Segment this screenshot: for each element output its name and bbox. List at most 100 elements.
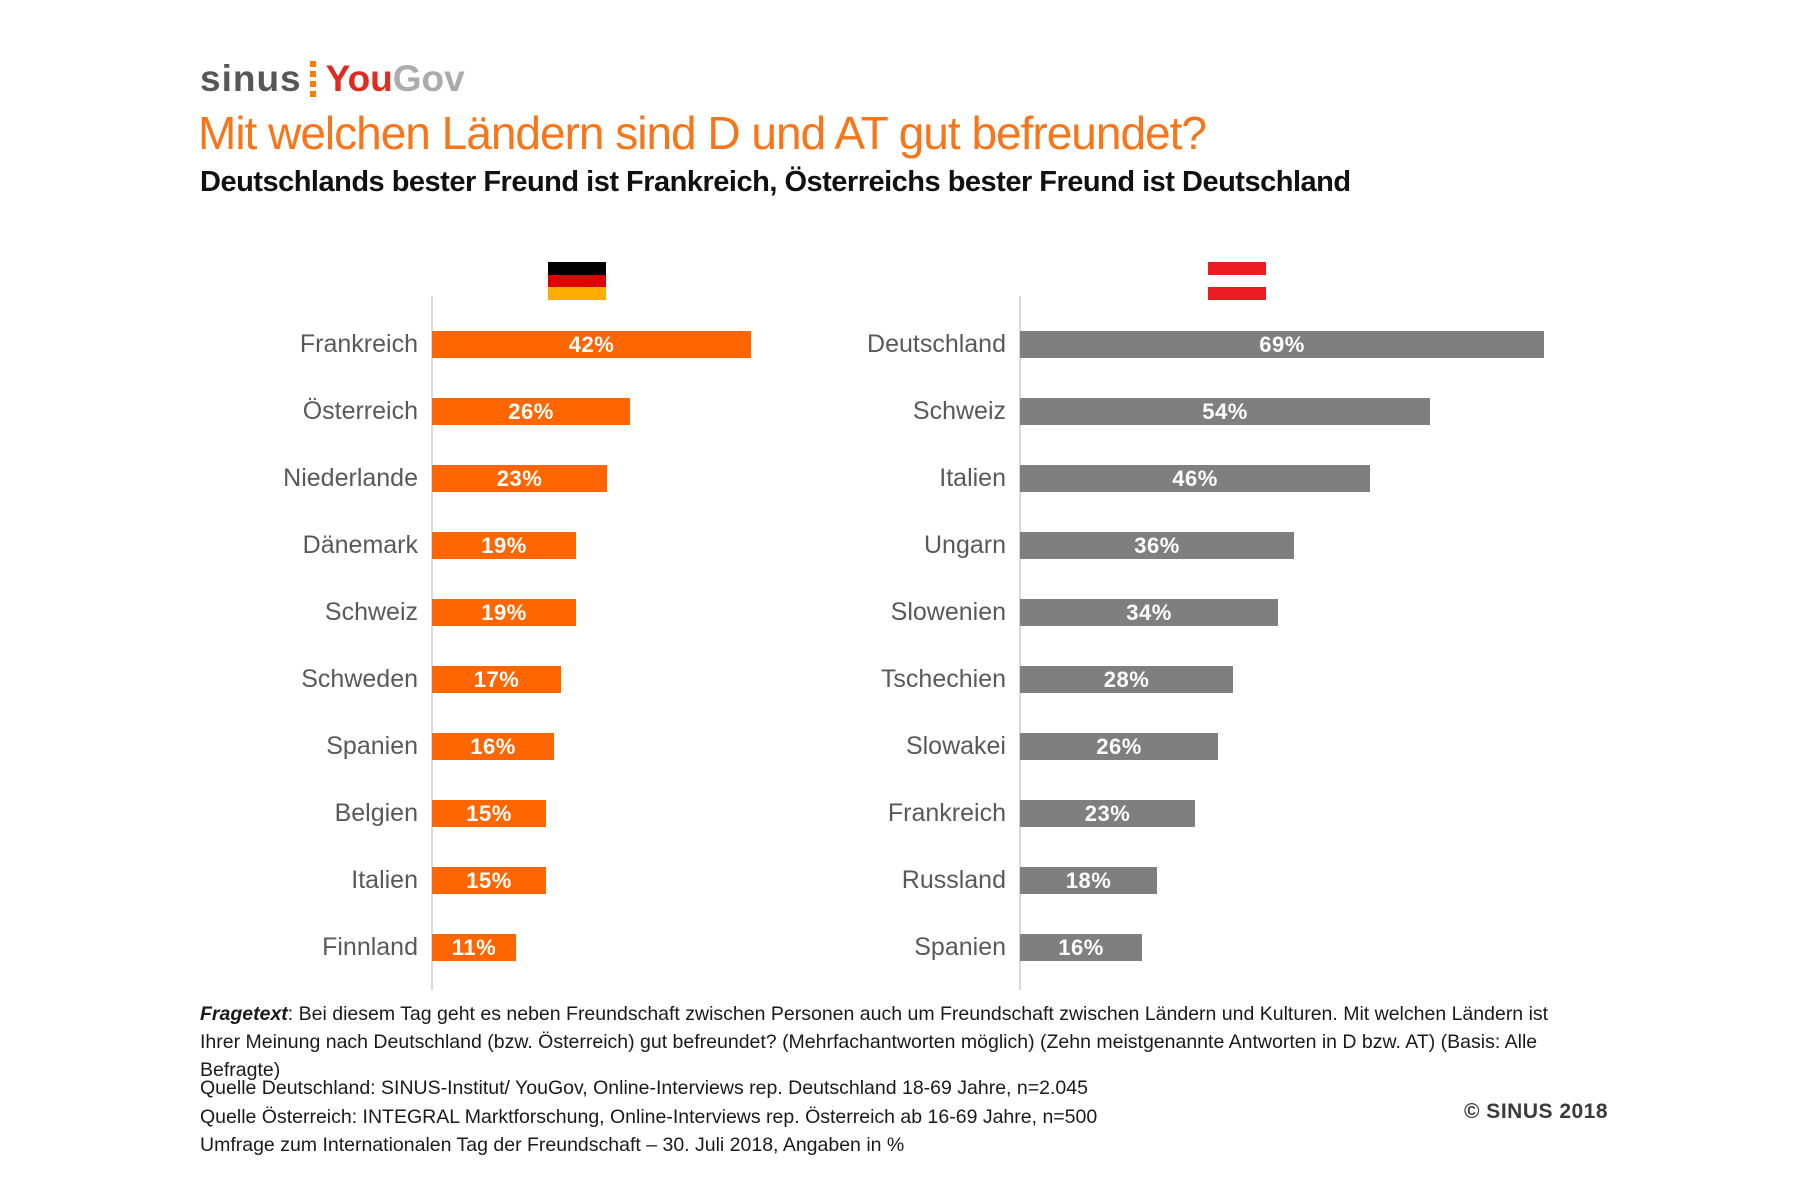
source-line-germany: Quelle Deutschland: SINUS-Institut/ YouG… [200,1077,1088,1099]
bar-value-label: 16% [470,733,516,759]
value-bar: 54% [1020,398,1430,425]
country-label: Schweiz [324,598,418,626]
bar-row: Ungarn 36% [790,512,1580,579]
bar-track: 17% [432,666,780,693]
value-bar: 28% [1020,666,1233,693]
germany-flag-icon [548,262,606,301]
austria-flag-icon [1208,262,1266,301]
country-label: Deutschland [867,330,1006,358]
bar-value-label: 19% [481,599,527,625]
bar-track: 54% [1020,398,1580,425]
country-label: Italien [351,866,418,894]
country-label: Schweiz [912,397,1006,425]
page-title: Mit welchen Ländern sind D und AT gut be… [198,107,1207,159]
value-bar: 15% [432,867,546,894]
country-label: Ungarn [924,531,1006,559]
value-bar: 11% [432,934,516,961]
bar-row: Frankreich 42% [200,311,780,378]
question-text-body: : Bei diesem Tag geht es neben Freundsch… [200,1003,1549,1081]
bar-track: 36% [1020,532,1580,559]
bar-value-label: 26% [1096,733,1142,759]
bar-row: Slowakei 26% [790,713,1580,780]
yougov-logo-you: You [325,58,393,99]
value-bar: 18% [1020,867,1157,894]
value-bar: 19% [432,599,576,626]
value-bar: 15% [432,800,546,827]
bar-row: Spanien 16% [790,914,1580,981]
bar-track: 26% [432,398,780,425]
country-label: Österreich [302,397,418,425]
country-label: Schweden [301,665,418,693]
germany-bar-chart: Frankreich 42% Österreich 26% Niederlande 23%… [200,311,780,981]
page-subtitle: Deutschlands bester Freund ist Frankreic… [200,166,1351,198]
bar-row: Deutschland 69% [790,311,1580,378]
bar-row: Italien 15% [200,847,780,914]
bar-track: 15% [432,867,780,894]
bar-track: 46% [1020,465,1580,492]
bar-value-label: 15% [466,800,512,826]
austria-chart-axis [1019,296,1021,990]
bar-row: Niederlande 23% [200,445,780,512]
value-bar: 23% [1020,800,1195,827]
bar-value-label: 36% [1134,532,1180,558]
value-bar: 16% [1020,934,1142,961]
value-bar: 69% [1020,331,1544,358]
bar-value-label: 34% [1126,599,1172,625]
bar-track: 23% [432,465,780,492]
bar-row: Dänemark 19% [200,512,780,579]
value-bar: 26% [1020,733,1218,760]
sinus-yougov-logo: sinus You Gov [200,60,465,97]
bar-track: 11% [432,934,780,961]
bar-value-label: 17% [473,666,520,692]
country-label: Tschechien [880,665,1006,693]
bar-value-label: 19% [481,532,527,558]
country-label: Frankreich [887,799,1006,827]
country-label: Italien [939,464,1006,492]
country-label: Niederlande [283,464,418,492]
bar-value-label: 42% [568,331,615,357]
bar-track: 34% [1020,599,1580,626]
country-label: Spanien [914,933,1006,961]
country-label: Finnland [322,933,418,961]
bar-value-label: 23% [496,465,543,491]
bar-value-label: 54% [1202,398,1248,424]
value-bar: 19% [432,532,576,559]
bar-row: Österreich 26% [200,378,780,445]
bar-value-label: 28% [1103,666,1150,692]
value-bar: 46% [1020,465,1370,492]
value-bar: 16% [432,733,554,760]
bar-track: 19% [432,532,780,559]
value-bar: 23% [432,465,607,492]
bar-track: 23% [1020,800,1580,827]
bar-row: Belgien 15% [200,780,780,847]
bar-row: Frankreich 23% [790,780,1580,847]
bar-row: Russland 18% [790,847,1580,914]
bar-value-label: 26% [508,398,554,424]
bar-value-label: 11% [451,934,497,960]
bar-row: Schweiz 19% [200,579,780,646]
country-label: Slowakei [905,732,1006,760]
bar-row: Slowenien 34% [790,579,1580,646]
bar-track: 26% [1020,733,1580,760]
sinus-logo-text: sinus [200,58,302,99]
bar-track: 16% [1020,934,1580,961]
bar-row: Italien 46% [790,445,1580,512]
country-label: Russland [901,866,1006,894]
country-label: Spanien [326,732,418,760]
question-text: Fragetext: Bei diesem Tag geht es neben … [200,1000,1572,1084]
country-label: Dänemark [302,531,418,559]
copyright-notice: © SINUS 2018 [1464,1100,1609,1123]
bar-track: 28% [1020,666,1580,693]
logo-dots-icon [309,60,316,97]
country-label: Belgien [334,799,418,827]
source-notes: Quelle Deutschland: SINUS-Institut/ YouG… [200,1074,1400,1160]
value-bar: 34% [1020,599,1278,626]
country-label: Slowenien [890,598,1006,626]
bar-row: Schweden 17% [200,646,780,713]
germany-chart-axis [431,296,433,990]
value-bar: 17% [432,666,561,693]
bar-track: 16% [432,733,780,760]
value-bar: 36% [1020,532,1294,559]
bar-row: Schweiz 54% [790,378,1580,445]
